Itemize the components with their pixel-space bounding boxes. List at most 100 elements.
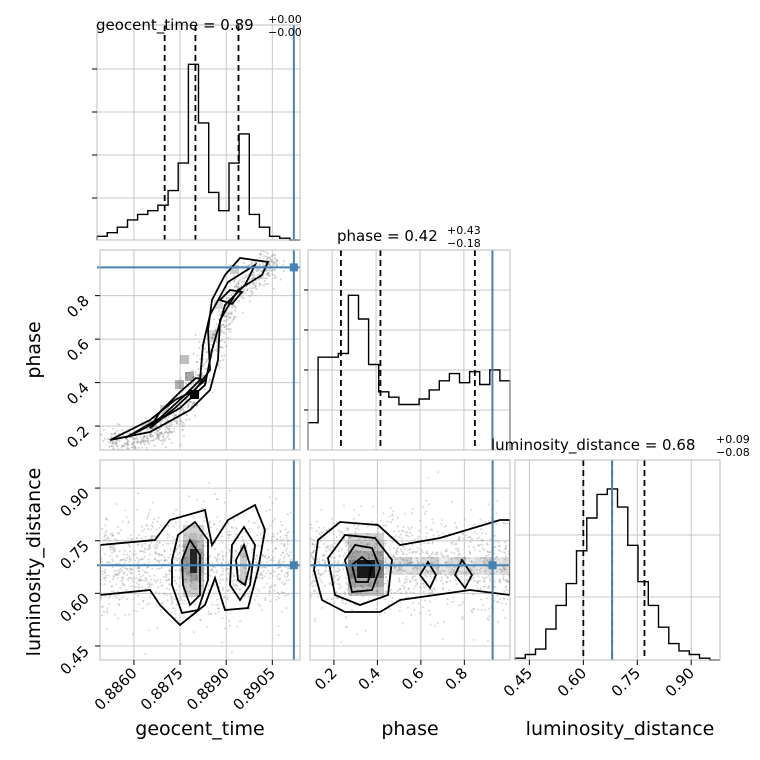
scatter-point (205, 351, 208, 354)
x-tick-label: 0.8 (442, 664, 472, 694)
scatter-point (261, 554, 264, 556)
scatter-point (268, 576, 271, 579)
scatter-point (127, 447, 130, 450)
scatter-point (391, 597, 394, 599)
scatter-point (363, 551, 366, 553)
scatter-point (328, 527, 331, 530)
scatter-point (136, 537, 139, 540)
scatter-point (256, 588, 259, 591)
scatter-point (421, 551, 424, 554)
scatter-point (282, 583, 285, 586)
scatter-point (160, 432, 163, 435)
scatter-point (424, 574, 427, 577)
scatter-point (488, 577, 491, 580)
scatter-point (454, 579, 457, 582)
density-cell (240, 545, 247, 553)
scatter-point (487, 554, 490, 557)
scatter-point (156, 579, 159, 582)
scatter-point (223, 354, 226, 357)
scatter-point (156, 520, 158, 523)
scatter-point (446, 603, 449, 606)
scatter-point (480, 528, 483, 531)
scatter-point (450, 574, 453, 577)
scatter-point (123, 584, 126, 587)
scatter-point (258, 257, 261, 259)
scatter-point (220, 329, 223, 332)
scatter-point (124, 558, 127, 561)
scatter-point (385, 524, 388, 527)
scatter-point (109, 595, 112, 598)
scatter-point (485, 532, 488, 535)
scatter-point (408, 551, 411, 554)
scatter-point (488, 551, 491, 554)
scatter-point (178, 577, 181, 579)
scatter-point (232, 575, 235, 577)
scatter-point (171, 601, 174, 604)
scatter-point (233, 559, 236, 562)
scatter-point (157, 552, 160, 555)
scatter-point (268, 587, 271, 590)
scatter-point (399, 592, 402, 594)
scatter-point (199, 618, 202, 621)
scatter-point (244, 555, 247, 557)
contour-inner (218, 289, 244, 306)
scatter-point (260, 537, 263, 540)
scatter-point (417, 602, 420, 605)
scatter-point (253, 274, 256, 277)
scatter-point (195, 577, 198, 580)
scatter-point (190, 574, 193, 577)
scatter-point (273, 589, 276, 592)
scatter-dist-vs-geocent (100, 481, 292, 656)
scatter-point (235, 284, 238, 287)
scatter-point (249, 294, 252, 297)
scatter-point (111, 558, 114, 561)
scatter-point (312, 590, 315, 593)
scatter-point (127, 440, 130, 443)
scatter-point (251, 273, 254, 276)
scatter-point (170, 602, 173, 605)
scatter-point (386, 520, 389, 523)
scatter-point (247, 592, 249, 595)
scatter-point (403, 587, 406, 590)
scatter-point (389, 553, 392, 556)
scatter-point (493, 585, 496, 588)
scatter-point (144, 440, 147, 443)
scatter-point (486, 542, 488, 545)
scatter-point (343, 538, 346, 541)
scatter-point (427, 609, 430, 612)
density-cell (475, 566, 484, 575)
scatter-point (158, 435, 161, 438)
scatter-point (278, 560, 281, 563)
scatter-point (272, 253, 275, 256)
density-cell (366, 587, 375, 596)
scatter-point (266, 283, 269, 286)
scatter-point (402, 552, 405, 555)
scatter-point (182, 435, 185, 438)
scatter-point (230, 312, 233, 315)
scatter-point (379, 572, 382, 575)
scatter-point (264, 575, 266, 578)
scatter-point (134, 559, 136, 562)
scatter-point (274, 254, 276, 257)
scatter-point (108, 441, 111, 444)
scatter-point (282, 263, 285, 266)
scatter-point (436, 566, 439, 569)
scatter-point (268, 274, 271, 277)
density-cell (240, 553, 247, 561)
scatter-point (398, 536, 401, 539)
scatter-point (272, 559, 275, 562)
scatter-point (144, 653, 147, 656)
scatter-point (505, 585, 508, 588)
scatter-point (185, 567, 187, 570)
scatter-point (193, 526, 196, 528)
scatter-point (446, 576, 449, 578)
scatter-point (399, 587, 402, 590)
scatter-point (169, 570, 172, 573)
density-cell (448, 557, 457, 566)
scatter-point (222, 559, 225, 562)
x-tick-label: 0.75 (608, 664, 644, 700)
scatter-point (151, 427, 154, 430)
scatter-point (466, 578, 468, 581)
scatter-point (274, 547, 277, 550)
scatter-point (158, 526, 161, 529)
